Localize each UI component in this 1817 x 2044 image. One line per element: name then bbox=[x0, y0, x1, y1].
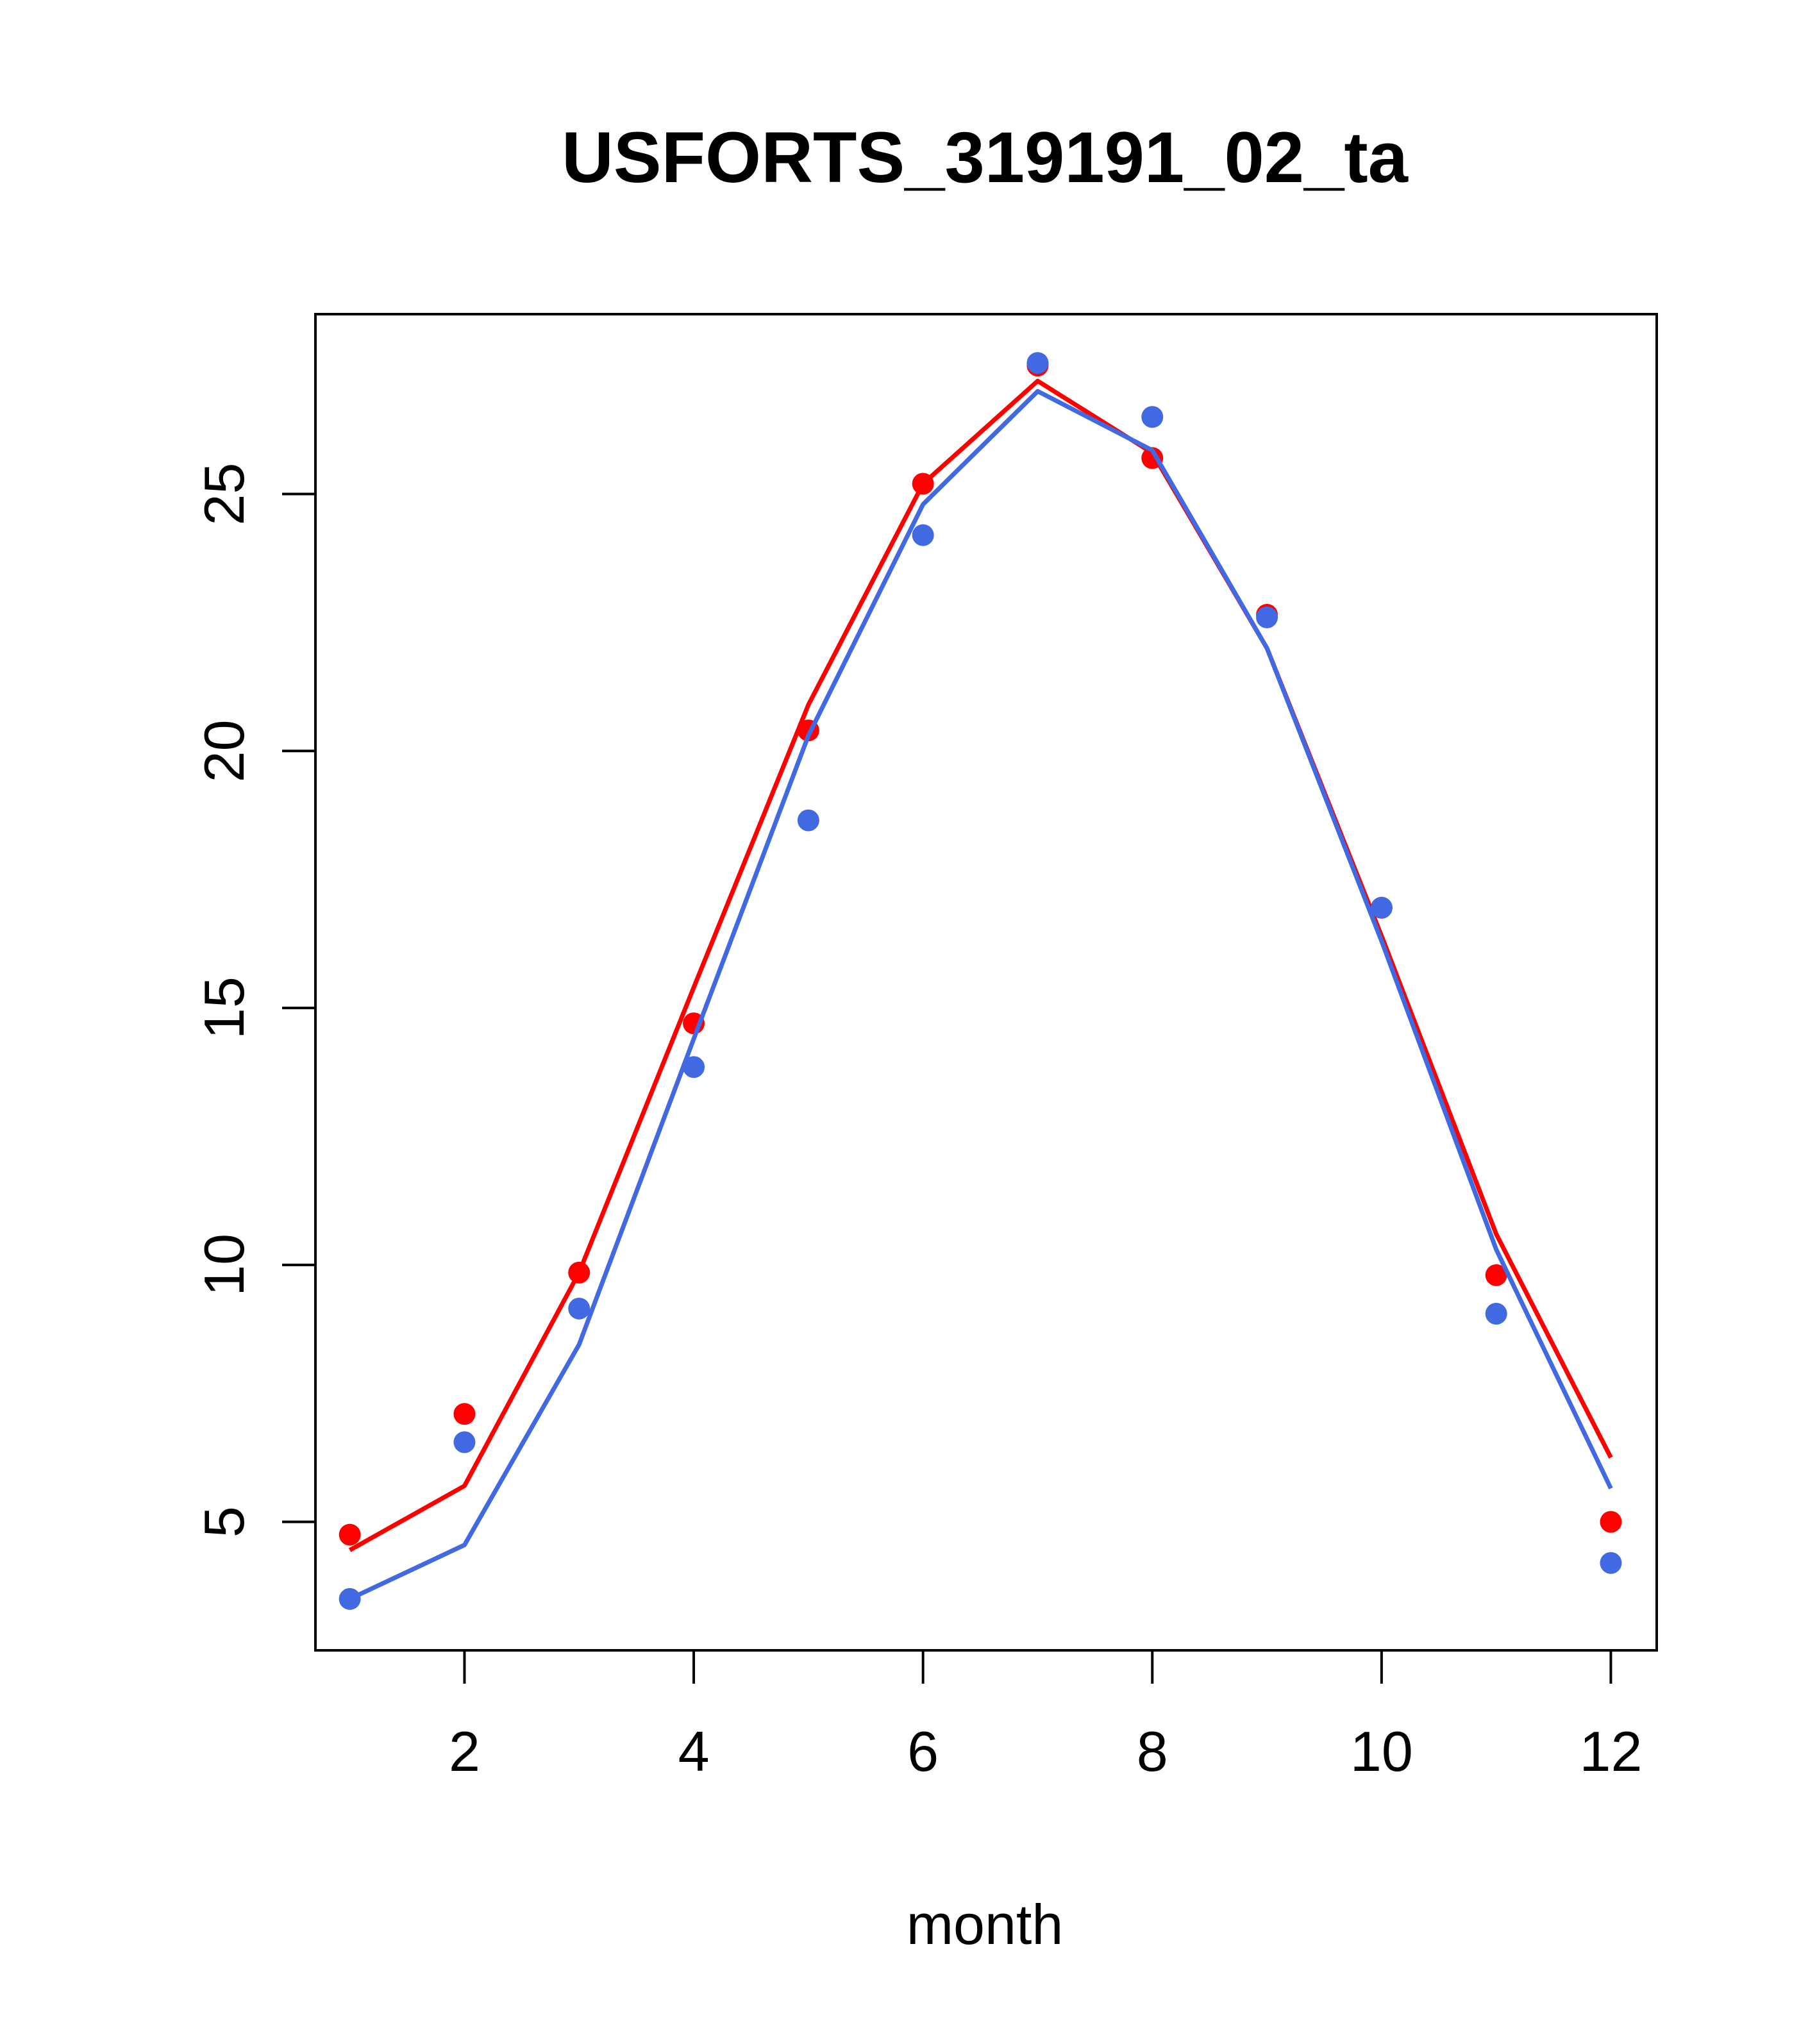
data-point bbox=[568, 1261, 590, 1284]
data-point bbox=[912, 524, 934, 546]
data-point bbox=[1485, 1302, 1507, 1325]
data-point bbox=[797, 809, 819, 832]
y-tick-label: 15 bbox=[192, 976, 256, 1039]
data-point bbox=[1600, 1511, 1622, 1533]
data-point bbox=[568, 1297, 590, 1319]
series-layer bbox=[339, 352, 1622, 1610]
x-tick-label: 2 bbox=[449, 1720, 480, 1783]
data-point bbox=[339, 1523, 361, 1546]
series-1 bbox=[339, 355, 1622, 1552]
data-point bbox=[1485, 1264, 1507, 1286]
data-point bbox=[453, 1403, 476, 1425]
data-point bbox=[453, 1431, 476, 1453]
data-point bbox=[1141, 406, 1164, 428]
y-axis: 5 10 15 20 25 bbox=[192, 463, 317, 1537]
y-tick-label: 10 bbox=[192, 1234, 256, 1296]
data-point bbox=[912, 473, 934, 495]
x-tick-label: 6 bbox=[907, 1720, 939, 1783]
data-point bbox=[683, 1056, 705, 1078]
data-point bbox=[1256, 606, 1278, 628]
fit-line bbox=[348, 378, 1613, 1552]
data-point bbox=[1600, 1552, 1622, 1574]
x-axis: 2 4 6 8 10 12 bbox=[449, 1649, 1643, 1783]
x-tick-label: 4 bbox=[678, 1720, 710, 1783]
x-tick-label: 10 bbox=[1350, 1720, 1413, 1783]
x-axis-label: month bbox=[907, 1893, 1064, 1956]
y-tick-label: 20 bbox=[192, 719, 256, 782]
data-point bbox=[1370, 896, 1393, 919]
x-tick-label: 8 bbox=[1137, 1720, 1168, 1783]
series-2 bbox=[339, 352, 1622, 1610]
data-point bbox=[339, 1587, 361, 1610]
fit-line bbox=[349, 389, 1613, 1601]
y-tick-label: 5 bbox=[192, 1506, 256, 1537]
chart-title: USFORTS_319191_02_ta bbox=[562, 117, 1409, 197]
y-tick-label: 25 bbox=[192, 463, 256, 526]
data-point bbox=[1026, 352, 1049, 374]
x-tick-label: 12 bbox=[1580, 1720, 1643, 1783]
